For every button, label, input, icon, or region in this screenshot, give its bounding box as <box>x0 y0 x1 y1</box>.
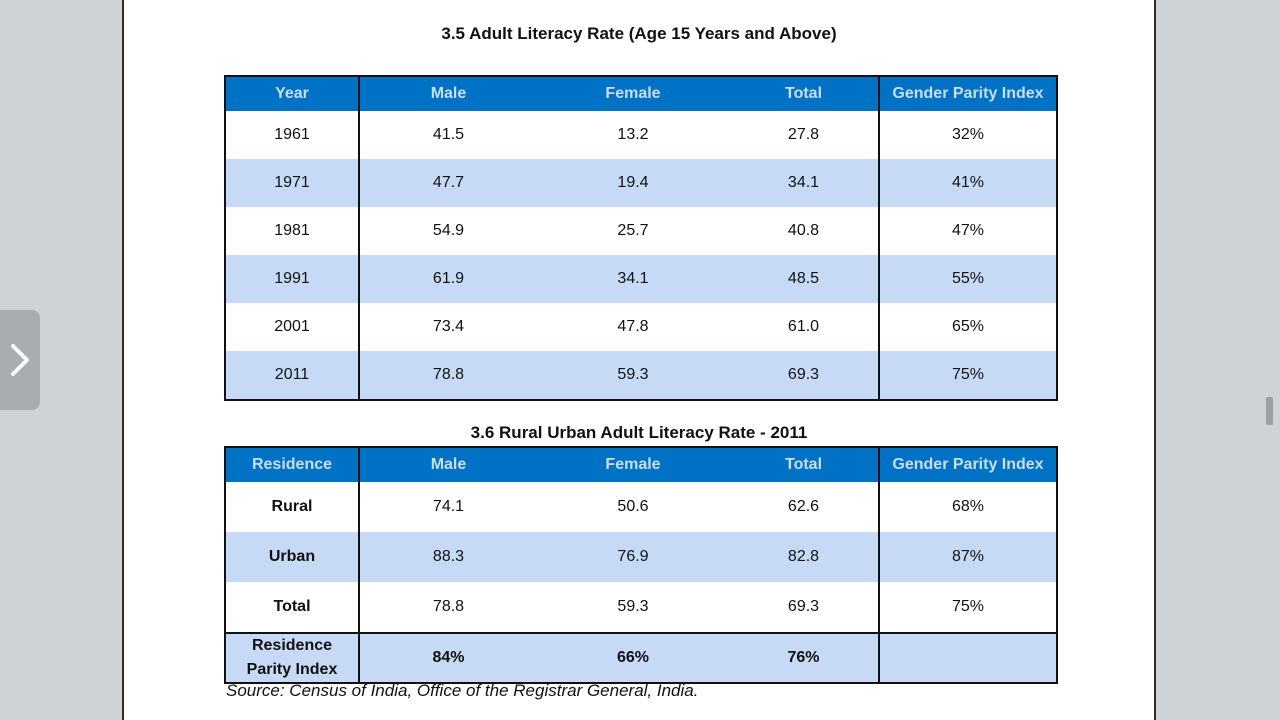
table-row: Rural 74.1 50.6 62.6 68% <box>225 482 1057 532</box>
column-header: Gender Parity Index <box>879 447 1057 482</box>
table-cell: 55% <box>879 255 1057 303</box>
table-row: 1981 54.9 25.7 40.8 47% <box>225 207 1057 255</box>
table-cell: 62.6 <box>729 482 880 532</box>
table-cell: 47.8 <box>537 303 729 351</box>
table-row: 2001 73.4 47.8 61.0 65% <box>225 303 1057 351</box>
table-cell-residence: Urban <box>225 532 360 582</box>
table-cell: 41% <box>879 159 1057 207</box>
table-cell: 76.9 <box>537 532 729 582</box>
table-cell: 82.8 <box>729 532 880 582</box>
table-cell: 76% <box>729 632 880 683</box>
table-cell-year: 1961 <box>225 111 360 159</box>
column-header: Residence <box>225 447 360 482</box>
column-header: Gender Parity Index <box>879 76 1057 111</box>
parity-index-row: Residence Parity Index 84% 66% 76% <box>225 632 1057 683</box>
table-cell: 78.8 <box>359 582 537 633</box>
table-cell: 27.8 <box>729 111 880 159</box>
table-cell: 74.1 <box>359 482 537 532</box>
table-cell: 25.7 <box>537 207 729 255</box>
table-header-row: Residence Male Female Total Gender Parit… <box>225 447 1057 482</box>
table-cell: 13.2 <box>537 111 729 159</box>
table-cell-residence: Total <box>225 582 360 633</box>
column-header: Total <box>729 447 880 482</box>
table-cell: 69.3 <box>729 582 880 633</box>
table-cell: 75% <box>879 351 1057 400</box>
table-cell: 61.0 <box>729 303 880 351</box>
table-cell: 73.4 <box>359 303 537 351</box>
table-title-rural-urban: 3.6 Rural Urban Adult Literacy Rate - 20… <box>470 423 808 442</box>
table-cell: 47.7 <box>359 159 537 207</box>
table-cell-residence: Rural <box>225 482 360 532</box>
column-header: Total <box>729 76 880 111</box>
table-cell: 65% <box>879 303 1057 351</box>
table-cell-year: 1991 <box>225 255 360 303</box>
table-cell: 32% <box>879 111 1057 159</box>
table-cell: 87% <box>879 532 1057 582</box>
chevron-right-icon <box>11 344 29 376</box>
table-cell: 48.5 <box>729 255 880 303</box>
table-cell: 19.4 <box>537 159 729 207</box>
table-row: 1991 61.9 34.1 48.5 55% <box>225 255 1057 303</box>
table-row: Urban 88.3 76.9 82.8 87% <box>225 532 1057 582</box>
table-cell: 88.3 <box>359 532 537 582</box>
table-cell: 40.8 <box>729 207 880 255</box>
table-cell: 75% <box>879 582 1057 633</box>
table-cell: 69.3 <box>729 351 880 400</box>
table-cell: 61.9 <box>359 255 537 303</box>
table-cell-residence-parity-label: Residence Parity Index <box>225 632 360 683</box>
parity-label-line: Parity Index <box>246 661 338 678</box>
column-header: Male <box>359 76 537 111</box>
table-cell: 41.5 <box>359 111 537 159</box>
rural-urban-literacy-table: Residence Male Female Total Gender Parit… <box>224 446 1058 684</box>
adult-literacy-table: Year Male Female Total Gender Parity Ind… <box>224 75 1058 401</box>
table-cell: 78.8 <box>359 351 537 400</box>
document-page: 3.5 Adult Literacy Rate (Age 15 Years an… <box>122 0 1156 720</box>
table-cell: 59.3 <box>537 351 729 400</box>
table-cell: 34.1 <box>729 159 880 207</box>
table-cell-year: 1981 <box>225 207 360 255</box>
column-header: Female <box>537 447 729 482</box>
table-cell: 34.1 <box>537 255 729 303</box>
table-cell: 47% <box>879 207 1057 255</box>
table-row: Total 78.8 59.3 69.3 75% <box>225 582 1057 633</box>
column-header: Male <box>359 447 537 482</box>
table-cell <box>879 632 1057 683</box>
column-header: Female <box>537 76 729 111</box>
table-cell: 50.6 <box>537 482 729 532</box>
table-cell: 54.9 <box>359 207 537 255</box>
column-header: Year <box>225 76 360 111</box>
table-cell: 59.3 <box>537 582 729 633</box>
table-cell-year: 2001 <box>225 303 360 351</box>
table-cell-year: 1971 <box>225 159 360 207</box>
table-row: 1961 41.5 13.2 27.8 32% <box>225 111 1057 159</box>
table-cell-year: 2011 <box>225 351 360 400</box>
table-cell: 84% <box>359 632 537 683</box>
table-cell: 68% <box>879 482 1057 532</box>
table-cell: 66% <box>537 632 729 683</box>
side-panel-toggle[interactable] <box>0 310 40 410</box>
table-row: 1971 47.7 19.4 34.1 41% <box>225 159 1057 207</box>
source-note: Source: Census of India, Office of the R… <box>226 681 699 700</box>
table-row: 2011 78.8 59.3 69.3 75% <box>225 351 1057 400</box>
table-header-row: Year Male Female Total Gender Parity Ind… <box>225 76 1057 111</box>
parity-label-line: Residence <box>251 637 333 654</box>
scrollbar-thumb[interactable] <box>1266 397 1273 425</box>
table-title-literacy-rate: 3.5 Adult Literacy Rate (Age 15 Years an… <box>441 24 837 43</box>
